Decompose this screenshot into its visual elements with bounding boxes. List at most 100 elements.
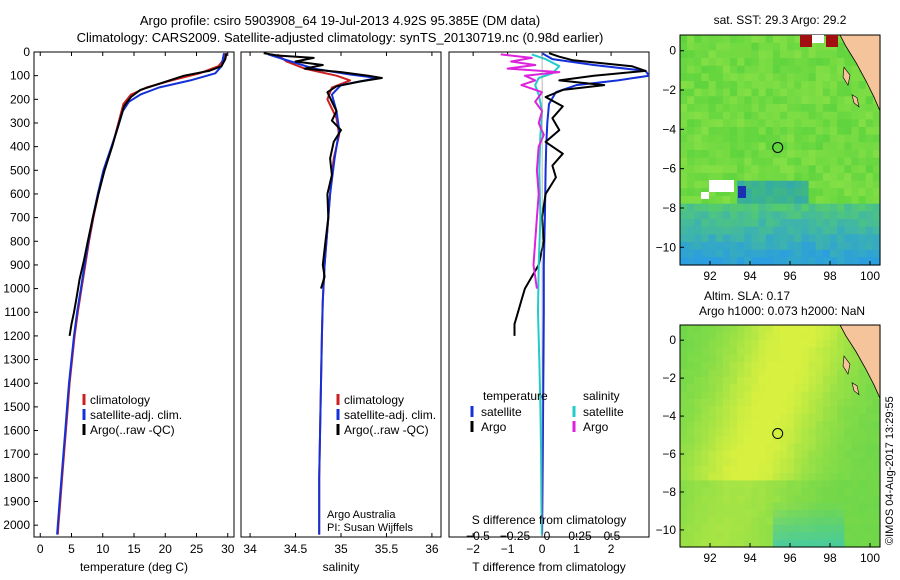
sla-map-cell: [808, 413, 817, 422]
sla-map-cell: [758, 428, 767, 437]
sla-map-cell: [844, 421, 852, 430]
sst-map-cell: [772, 81, 781, 90]
sla-map-cell: [715, 413, 724, 422]
sla-map-cell: [744, 502, 752, 511]
difference-xtick-label: −2: [466, 542, 480, 556]
sla-map-cell: [822, 354, 831, 363]
difference-legend-label: satellite: [481, 405, 522, 419]
sst-map-cell: [794, 104, 802, 113]
sla-map-cell: [851, 480, 860, 489]
sla-map-cell: [780, 532, 788, 541]
sla-map-cell: [808, 347, 817, 356]
sla-map-cell: [780, 487, 788, 496]
sst-map-cell: [780, 165, 788, 174]
sla-map-ytick-label: −6: [662, 447, 676, 461]
sst-map-cell: [794, 173, 802, 182]
sst-map-cell: [694, 35, 702, 44]
sla-map-cell: [794, 428, 802, 437]
sla-map-cell: [737, 450, 745, 459]
sst-map-cell: [851, 119, 860, 128]
sst-map-cell: [737, 165, 745, 174]
sst-map-cell: [865, 88, 874, 97]
sst-map-cell: [858, 257, 867, 266]
sla-map-cell: [822, 406, 831, 415]
sst-map-cell: [737, 65, 745, 74]
sst-map-cell: [765, 196, 774, 205]
sst-map-cell: [815, 88, 824, 97]
sst-map-cell: [708, 96, 717, 105]
sst-map-cell: [801, 196, 810, 205]
sla-map-cell: [808, 502, 817, 511]
sst-map-cell: [801, 157, 810, 166]
sst-map-cell: [737, 249, 745, 258]
sla-map-cell: [865, 413, 874, 422]
sst-map-cell: [758, 150, 767, 159]
sst-map-cell: [701, 196, 710, 205]
sla-map-cell: [830, 465, 838, 474]
sst-map-cell: [715, 257, 724, 266]
sst-map-cell: [794, 249, 802, 258]
sla-map-cell: [837, 399, 845, 407]
sst-map-cell: [715, 249, 724, 258]
difference-xlabel: T difference from climatology: [472, 560, 626, 574]
sst-map-cell: [680, 257, 688, 266]
sla-map-cell: [737, 517, 745, 526]
sla-map-cell: [794, 369, 802, 378]
sst-map-cell: [780, 81, 788, 90]
sst-map-cell: [751, 165, 760, 174]
sla-map-cell: [765, 428, 774, 437]
sla-map-cell: [701, 443, 710, 452]
sla-map-cell: [730, 369, 738, 378]
sst-map-cell: [801, 50, 810, 59]
sst-map-cell: [851, 65, 860, 74]
sst-map-xtick-label: 98: [823, 269, 837, 283]
sst-map-cell: [787, 50, 795, 59]
sla-map-cell: [758, 384, 767, 393]
sst-map-cell: [701, 142, 710, 151]
sla-map-cell: [701, 332, 710, 341]
sla-map-cell: [787, 510, 795, 518]
sst-map-cell: [801, 150, 810, 159]
sst-map-cell: [837, 203, 845, 212]
sst-map-cell: [744, 42, 752, 51]
sst-map-cell: [758, 104, 767, 113]
sst-map-cell: [751, 81, 760, 90]
sla-map-cell: [780, 354, 788, 363]
sla-map-cell: [701, 436, 710, 444]
sst-map-cell: [715, 150, 724, 159]
sla-map-cell: [751, 406, 760, 415]
sst-map-cell: [730, 196, 738, 205]
sst-map-cell: [744, 165, 752, 174]
sla-map-cell: [715, 399, 724, 407]
sla-map-cell: [808, 406, 817, 415]
sst-map-cell: [701, 150, 710, 159]
sla-map-cell: [801, 339, 810, 348]
sla-map-cell: [722, 502, 731, 511]
sst-map-cell: [772, 249, 781, 258]
sla-map-cell: [758, 539, 767, 548]
sst-map-cell: [865, 226, 874, 235]
sst-map-cell: [780, 119, 788, 128]
sla-map-cell: [822, 369, 831, 378]
sla-map-cell: [730, 325, 738, 333]
sla-map-cell: [801, 436, 810, 444]
sla-map-cell: [772, 532, 781, 541]
sla-map-cell: [737, 443, 745, 452]
sst-map-cell: [865, 111, 874, 120]
sla-map-cell: [687, 325, 695, 333]
sla-map-cell: [822, 465, 831, 474]
sst-map-ytick-label: −2: [662, 83, 676, 97]
sst-map-cell: [822, 157, 831, 166]
sst-map-cell: [872, 119, 881, 128]
sla-map-cell: [822, 495, 831, 504]
sst-map-cell: [722, 134, 731, 143]
sst-map-cell: [822, 65, 831, 74]
sla-map-cell: [694, 354, 702, 363]
sla-map-cell: [858, 465, 867, 474]
sst-map-cell: [680, 165, 688, 174]
sst-map-cell: [837, 165, 845, 174]
sst-map-cell: [844, 134, 852, 143]
sst-map-cell: [837, 73, 845, 82]
sla-map-cell: [801, 428, 810, 437]
salinity-annotation: Argo Australia: [327, 509, 396, 521]
